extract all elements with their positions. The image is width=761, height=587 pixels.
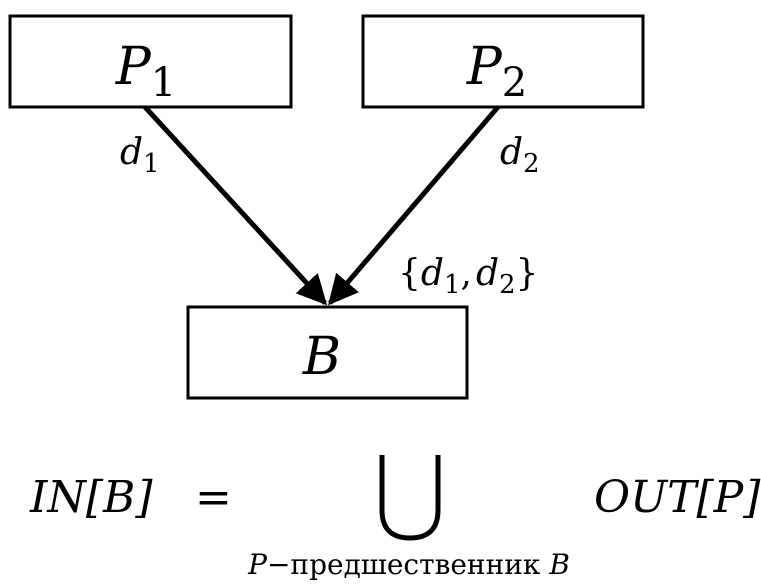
node-b-box [186, 305, 469, 400]
incoming-set-label: {d1, d2} [398, 253, 538, 300]
edge-p2-to-b [328, 105, 500, 306]
node-p2-label: P2 [466, 37, 527, 106]
formula-lhs: IN[B] [29, 472, 153, 523]
edge-label-d2: d2 [500, 132, 540, 179]
node-p1: P1 [8, 14, 293, 109]
union-symbol [379, 455, 441, 541]
union-subscript: P−предшественник B [247, 548, 570, 581]
formula-equals: = [195, 472, 232, 523]
edge-label-d1: d1 [120, 132, 160, 179]
node-p1-label: P1 [115, 37, 176, 106]
node-p2-box [361, 14, 645, 109]
node-p2: P2 [361, 14, 645, 109]
in-equation: IN[B] = OUT[P] P−предшественник B [29, 455, 761, 581]
node-b: B [186, 305, 469, 400]
node-b-label: B [302, 327, 341, 387]
formula-rhs: OUT[P] [594, 472, 761, 523]
node-p1-box [8, 14, 293, 109]
edge-p1-to-b [143, 105, 328, 306]
